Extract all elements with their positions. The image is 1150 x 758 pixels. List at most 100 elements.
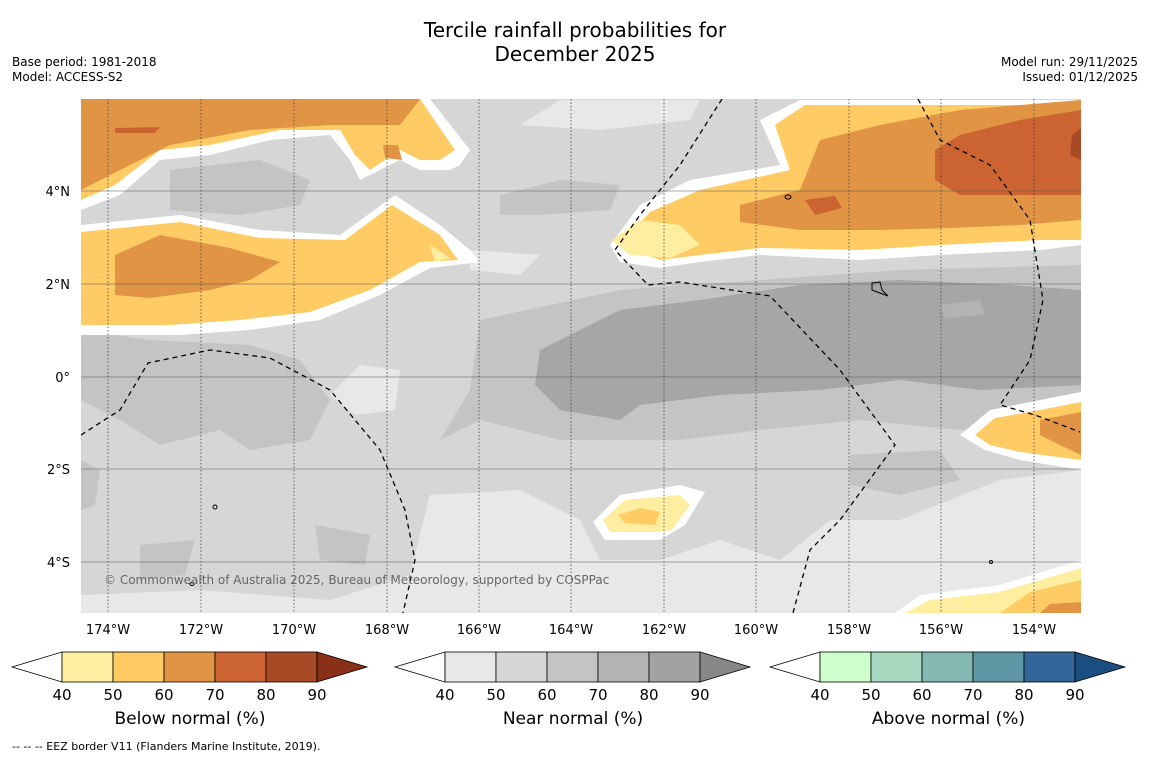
colorbar-above-tick: 80 bbox=[1014, 686, 1033, 704]
colorbar-below-tick: 50 bbox=[103, 686, 122, 704]
colorbar-above-segment bbox=[870, 651, 923, 683]
colorbar-near-tick: 80 bbox=[639, 686, 658, 704]
colorbar-below-tick: 40 bbox=[52, 686, 71, 704]
near-normal-60-se bbox=[850, 450, 960, 495]
below-normal-nw-70 bbox=[115, 127, 160, 133]
colorbar-near-segment bbox=[648, 651, 701, 683]
colorbar-above-tick: 90 bbox=[1065, 686, 1084, 704]
colorbar-below-tick: 90 bbox=[307, 686, 326, 704]
near-normal-60-sw1 bbox=[140, 540, 195, 580]
colorbar-near-segment bbox=[444, 651, 497, 683]
colorbar-above-low-extend bbox=[768, 651, 821, 683]
lat-tick-2n: 2°N bbox=[46, 278, 71, 293]
eez-border-west bbox=[81, 349, 416, 613]
eez-borders bbox=[81, 99, 1081, 613]
base-period: Base period: 1981-2018 bbox=[12, 55, 157, 69]
colorbar-below-high-extend bbox=[316, 651, 369, 683]
meridians bbox=[107, 99, 1035, 613]
colorbar-below-segment bbox=[61, 651, 114, 683]
model-run: Model run: 29/11/2025 bbox=[1000, 55, 1138, 69]
below-normal-se-60 bbox=[1040, 602, 1081, 613]
lon-tick-174w: 174°W bbox=[86, 623, 130, 638]
colorbar-near-low-extend bbox=[393, 651, 446, 683]
meta-left: Base period: 1981-2018 Model: ACCESS-S2 bbox=[12, 55, 157, 85]
title-line-1: Tercile rainfall probabilities for bbox=[423, 18, 727, 42]
below-normal-nw-70b bbox=[383, 145, 402, 160]
below-normal-e-50 bbox=[975, 402, 1081, 460]
eez-border-central bbox=[614, 99, 896, 613]
island-small-2 bbox=[189, 582, 195, 586]
lon-tick-labels: 174°W 172°W 170°W 168°W 166°W 164°W 162°… bbox=[86, 623, 1056, 638]
colorbar-below-tick: 80 bbox=[256, 686, 275, 704]
colorbar-near-segment bbox=[546, 651, 599, 683]
colorbar-near-high-extend bbox=[699, 651, 752, 683]
islands bbox=[189, 194, 993, 586]
title-line-2: December 2025 bbox=[494, 42, 656, 66]
lon-tick-168w: 168°W bbox=[365, 623, 409, 638]
model-name: Model: ACCESS-S2 bbox=[12, 70, 124, 84]
lat-tick-4n: 4°N bbox=[46, 185, 71, 200]
colorbar-below-label: Below normal (%) bbox=[114, 709, 266, 729]
colorbar-above-segment bbox=[819, 651, 872, 683]
issued-date: Issued: 01/12/2025 bbox=[1022, 70, 1138, 84]
below-normal-ne-40 bbox=[612, 220, 700, 258]
below-normal-w-60 bbox=[115, 235, 280, 298]
below-normal-w-40 bbox=[430, 245, 450, 262]
below-normal-ne-80 bbox=[1070, 128, 1081, 160]
colorbar-below-segment bbox=[112, 651, 165, 683]
lat-tick-2s: 2°S bbox=[47, 463, 70, 478]
near-normal-40-region bbox=[330, 365, 400, 415]
map-plot-area bbox=[81, 99, 1081, 613]
colorbar-above-segment bbox=[1023, 651, 1076, 683]
colorbar-above-segment bbox=[921, 651, 974, 683]
colorbar-below-segment bbox=[214, 651, 267, 683]
below-normal-ne-70b bbox=[805, 196, 842, 215]
lon-tick-172w: 172°W bbox=[179, 623, 223, 638]
colorbar-near-tick: 50 bbox=[486, 686, 505, 704]
island-small-3 bbox=[989, 560, 993, 564]
lon-tick-170w: 170°W bbox=[272, 623, 316, 638]
below-normal-ne-70 bbox=[935, 110, 1081, 195]
colorbars: 40 50 60 70 80 90 40 50 60 70 80 90 40 50 60 70 80 90 bbox=[10, 651, 1127, 704]
lon-tick-154w: 154°W bbox=[1012, 623, 1056, 638]
lat-tick-0: 0° bbox=[55, 371, 70, 386]
colorbar-near-tick: 40 bbox=[435, 686, 454, 704]
lat-tick-labels: 4°N 2°N 0° 2°S 4°S bbox=[46, 185, 71, 571]
near-normal-60-mid bbox=[500, 180, 620, 215]
colorbar-near-tick: 90 bbox=[690, 686, 709, 704]
near-normal-60-west-low bbox=[81, 460, 100, 510]
colorbar-above-high-extend bbox=[1074, 651, 1127, 683]
colorbar-above-tick: 40 bbox=[810, 686, 829, 704]
colorbar-near-tick: 70 bbox=[588, 686, 607, 704]
island-kiritimati bbox=[871, 281, 889, 297]
colorbar-near-label: Near normal (%) bbox=[502, 709, 644, 729]
lon-tick-158w: 158°W bbox=[827, 623, 871, 638]
near-normal-40-south bbox=[81, 470, 1081, 613]
lon-tick-164w: 164°W bbox=[549, 623, 593, 638]
below-normal-e-60 bbox=[1040, 412, 1081, 455]
near-normal-60-north bbox=[170, 160, 310, 215]
near-normal-60-west bbox=[81, 330, 330, 450]
eez-border-east bbox=[917, 99, 1081, 433]
eez-footnote: -- -- -- EEZ border V11 (Flanders Marine… bbox=[12, 740, 321, 753]
colorbar-near-segment bbox=[597, 651, 650, 683]
lon-tick-162w: 162°W bbox=[642, 623, 686, 638]
below-normal-nw-60 bbox=[81, 99, 420, 190]
colorbar-below-low-extend bbox=[10, 651, 63, 683]
near-normal-70-small bbox=[940, 300, 985, 318]
near-normal-40-north bbox=[520, 100, 700, 130]
graticule bbox=[81, 190, 1081, 563]
lon-tick-156w: 156°W bbox=[919, 623, 963, 638]
copyright-text: © Commonwealth of Australia 2025, Bureau… bbox=[104, 573, 609, 587]
colorbar-near-segment bbox=[495, 651, 548, 683]
colorbar-above-tick: 50 bbox=[861, 686, 880, 704]
colorbar-below-tick: 70 bbox=[205, 686, 224, 704]
lon-tick-160w: 160°W bbox=[734, 623, 778, 638]
colorbar-above-tick: 70 bbox=[963, 686, 982, 704]
colorbar-above-label: Above normal (%) bbox=[871, 709, 1026, 729]
lon-tick-166w: 166°W bbox=[457, 623, 501, 638]
meta-right: Model run: 29/11/2025 Issued: 01/12/2025 bbox=[1001, 55, 1138, 85]
colorbar-above-tick: 60 bbox=[912, 686, 931, 704]
island-tabuaeran bbox=[784, 194, 792, 200]
